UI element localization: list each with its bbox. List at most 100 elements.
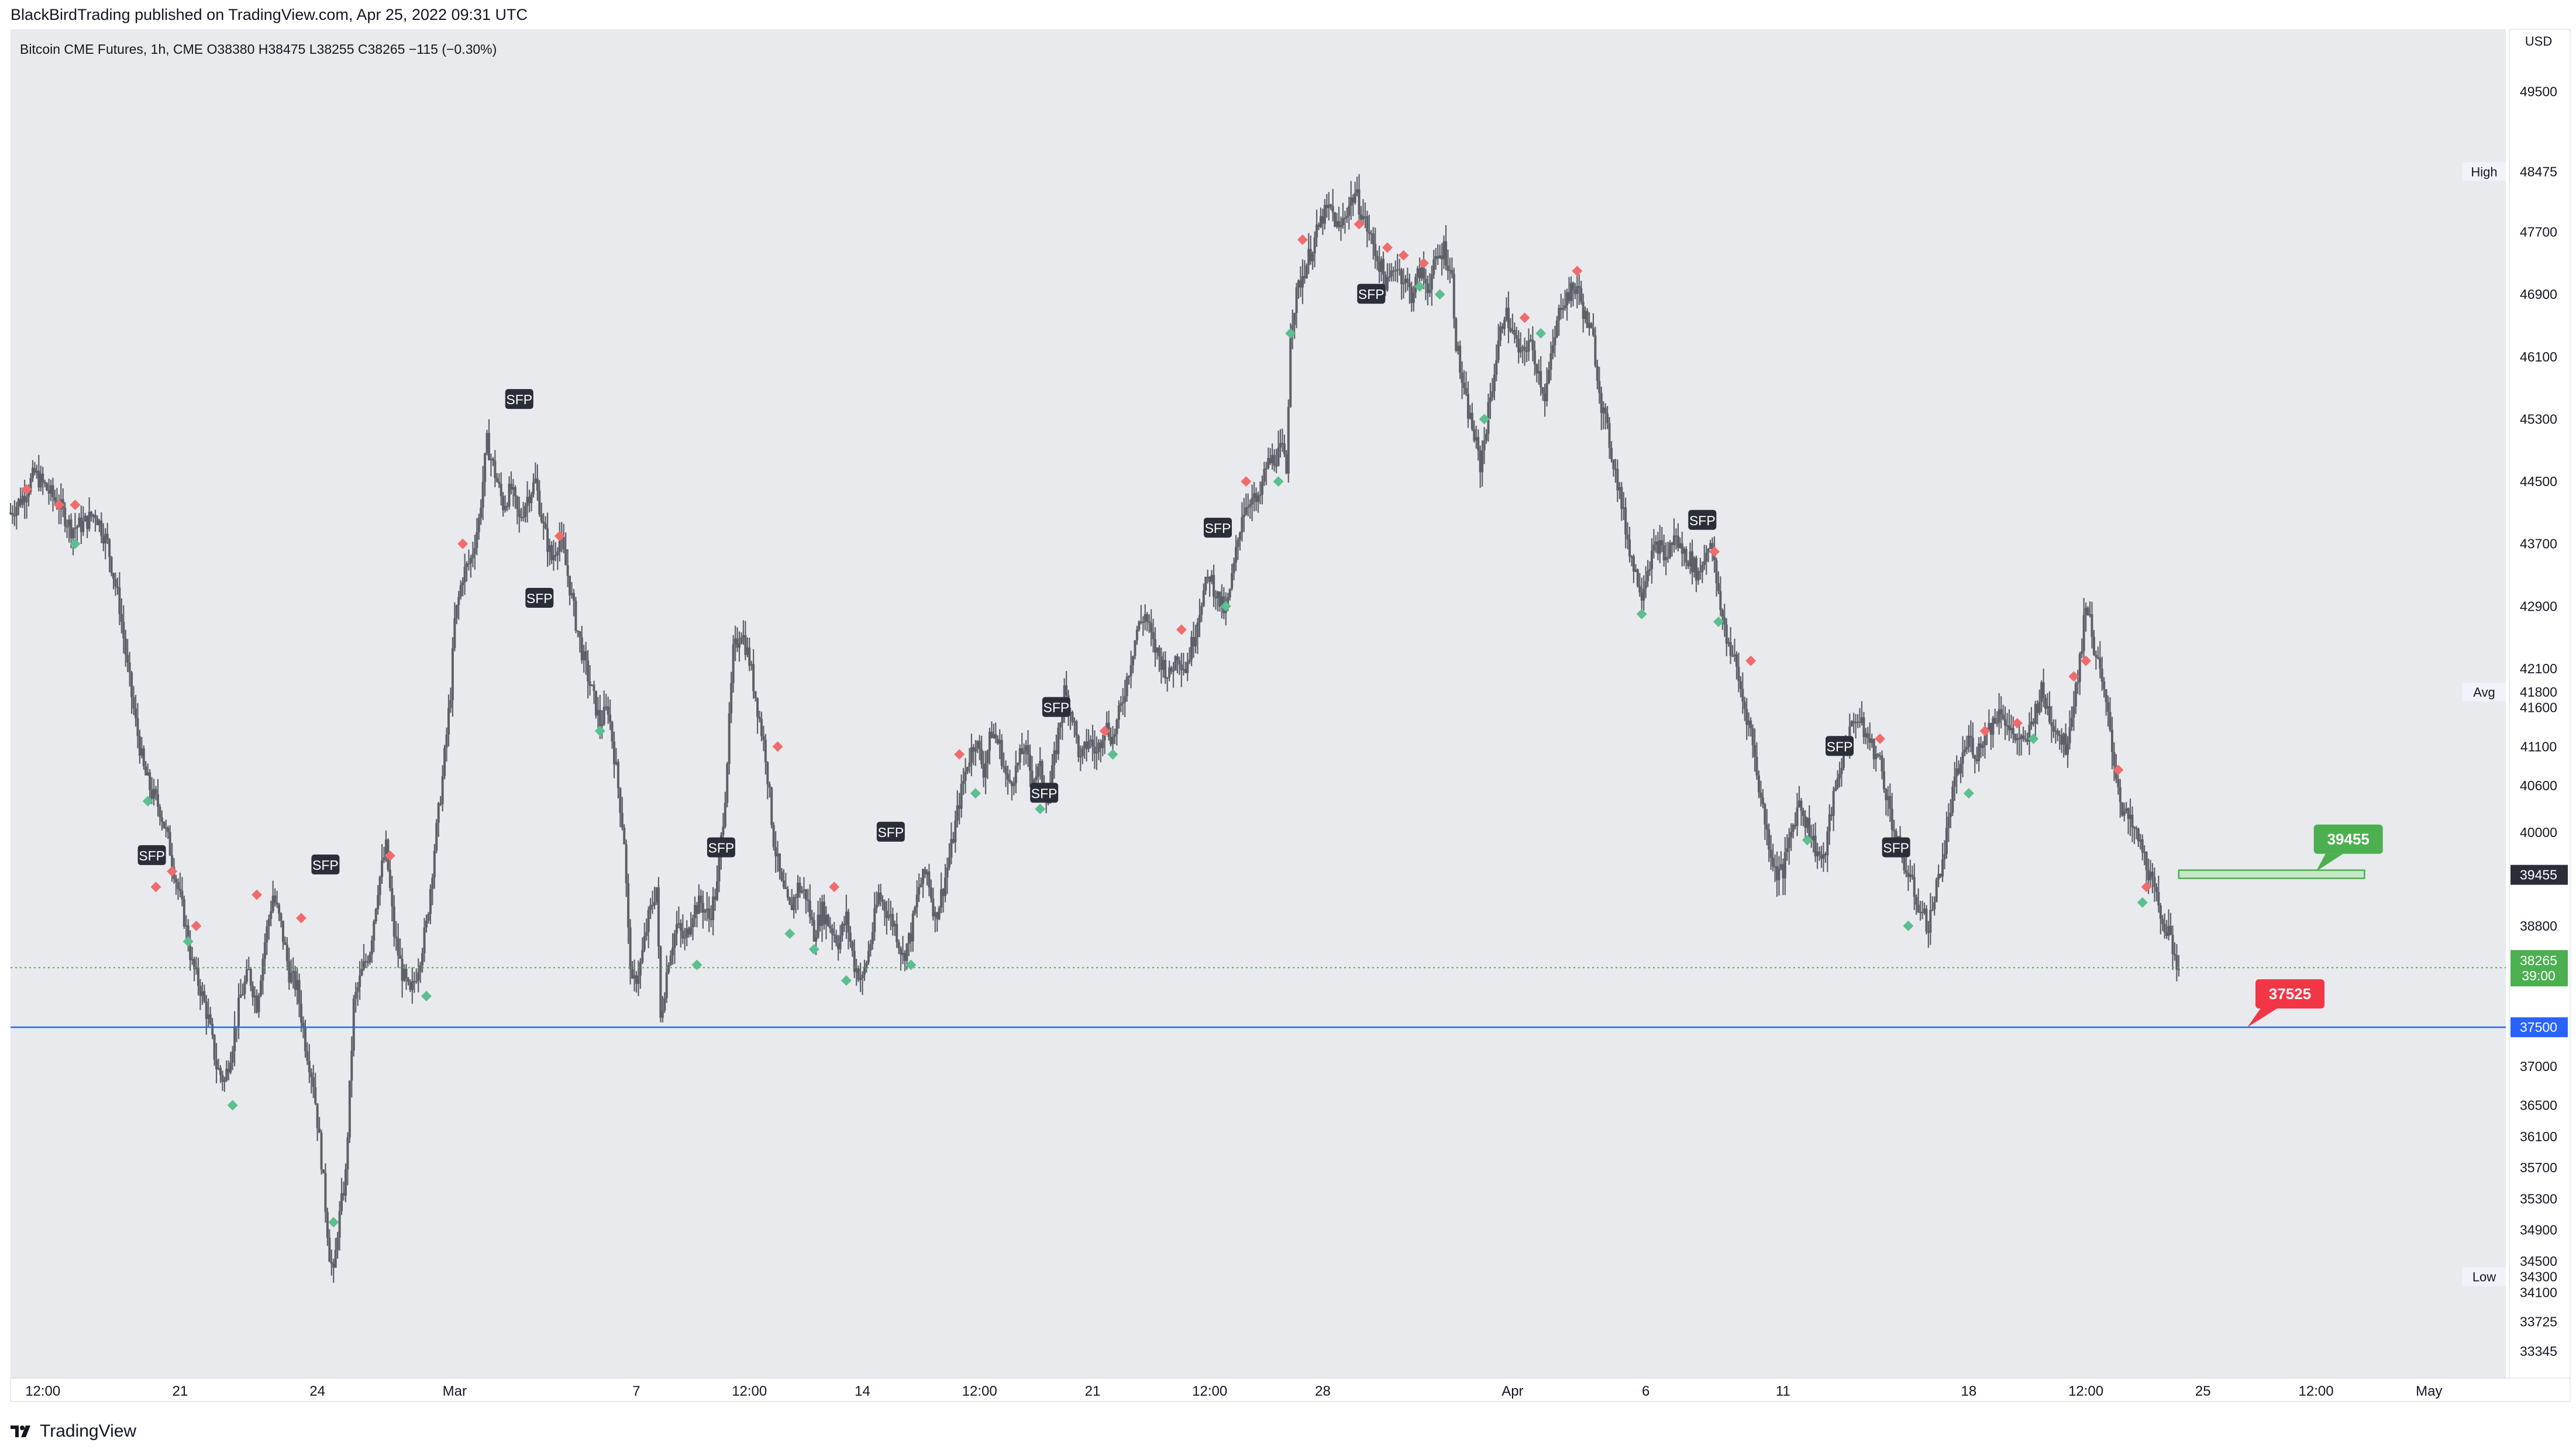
candle-body bbox=[520, 517, 523, 518]
candle-body bbox=[2161, 918, 2164, 924]
sfp-label-box[interactable] bbox=[1357, 284, 1386, 304]
candle-body bbox=[1463, 383, 1466, 388]
candle-body bbox=[2145, 852, 2148, 870]
green-zone[interactable] bbox=[2178, 869, 2365, 879]
candle-body bbox=[1388, 276, 1391, 278]
candle-body bbox=[1606, 414, 1609, 423]
candle-body bbox=[873, 908, 876, 932]
candle-body bbox=[1501, 326, 1504, 329]
price-scale[interactable] bbox=[2509, 29, 2571, 1379]
candle-body bbox=[984, 763, 987, 778]
sell-signal-marker bbox=[1099, 725, 1110, 736]
sfp-label-box[interactable] bbox=[876, 821, 905, 842]
sfp-label-box[interactable] bbox=[1042, 697, 1070, 717]
candle-body bbox=[1172, 670, 1175, 672]
candle-body bbox=[1685, 549, 1688, 563]
sfp-label-box[interactable] bbox=[1882, 837, 1910, 858]
candle-body bbox=[1370, 233, 1373, 235]
candle-body bbox=[1676, 535, 1679, 548]
sfp-label-box[interactable] bbox=[1826, 736, 1854, 756]
candle-body bbox=[1761, 797, 1764, 804]
candle-body bbox=[934, 912, 936, 917]
candle-body bbox=[504, 505, 507, 511]
candle-body bbox=[1875, 754, 1878, 759]
sfp-label-box[interactable] bbox=[525, 588, 554, 608]
candle-body bbox=[2040, 682, 2043, 702]
candle-body bbox=[1273, 455, 1276, 466]
candle-body bbox=[1665, 557, 1668, 560]
sell-signal-marker bbox=[1241, 476, 1252, 487]
candle-body bbox=[82, 521, 85, 532]
candle-body bbox=[1075, 721, 1078, 736]
candle-body bbox=[1537, 371, 1540, 374]
candle-body bbox=[803, 889, 805, 891]
candle-body bbox=[373, 921, 376, 941]
candle-body bbox=[2004, 719, 2007, 726]
candle-body bbox=[1941, 859, 1944, 877]
candle-body bbox=[1287, 407, 1290, 474]
candle-body bbox=[994, 734, 997, 739]
sfp-label-box[interactable] bbox=[1030, 783, 1059, 803]
plot-area[interactable] bbox=[11, 29, 2506, 1378]
sfp-label-box[interactable] bbox=[707, 837, 735, 858]
candle-body bbox=[1554, 337, 1556, 345]
time-tick: Mar bbox=[443, 1383, 467, 1399]
buy-signal-marker bbox=[182, 936, 194, 947]
price-tick: 38800 bbox=[2520, 918, 2557, 934]
time-tick: 12:00 bbox=[2068, 1383, 2103, 1399]
candle-body bbox=[1634, 569, 1637, 572]
candle-body bbox=[1402, 283, 1405, 284]
candle-body bbox=[2050, 722, 2053, 726]
green-callout[interactable] bbox=[2313, 824, 2383, 854]
sfp-label: SFP bbox=[506, 392, 532, 407]
candle-body bbox=[1513, 330, 1516, 335]
candle-body bbox=[431, 877, 434, 889]
candle-body bbox=[1246, 507, 1249, 508]
sfp-label: SFP bbox=[708, 841, 735, 856]
candle-body bbox=[1598, 381, 1601, 393]
candle-body bbox=[779, 853, 781, 872]
candle-body bbox=[518, 509, 521, 517]
sfp-label-box[interactable] bbox=[1203, 518, 1232, 538]
candle-body bbox=[550, 545, 553, 560]
candle-body bbox=[1881, 755, 1883, 772]
candle-body bbox=[1562, 308, 1565, 310]
candle-body bbox=[564, 549, 567, 566]
red-callout[interactable] bbox=[2255, 979, 2325, 1009]
sfp-label-box[interactable] bbox=[311, 854, 340, 874]
candle-body bbox=[544, 523, 547, 529]
tradingview-branding[interactable]: TradingView bbox=[11, 1421, 136, 1441]
candle-body bbox=[104, 533, 107, 544]
candle-body bbox=[1238, 532, 1241, 540]
candle-body bbox=[1824, 853, 1827, 856]
candle-body bbox=[712, 896, 715, 921]
candle-body bbox=[548, 545, 551, 552]
candle-body bbox=[261, 959, 264, 981]
time-scale[interactable] bbox=[10, 1378, 2571, 1402]
sfp-label-box[interactable] bbox=[137, 845, 166, 865]
candle-body bbox=[732, 644, 735, 683]
sfp-label-box[interactable] bbox=[1688, 509, 1717, 530]
candle-body bbox=[1929, 910, 1932, 933]
candle-body bbox=[136, 718, 139, 736]
sfp-label-box[interactable] bbox=[505, 389, 533, 409]
candle-body bbox=[976, 741, 979, 748]
price-tick: 40600 bbox=[2520, 778, 2557, 793]
candle-body bbox=[1057, 727, 1060, 755]
candle-body bbox=[1368, 231, 1370, 233]
price-tick: 35700 bbox=[2520, 1160, 2557, 1175]
candle-body bbox=[790, 904, 793, 910]
candle-body bbox=[1073, 721, 1076, 723]
candle-body bbox=[391, 888, 394, 907]
candle-body bbox=[1285, 454, 1288, 474]
candle-body bbox=[2157, 891, 2160, 905]
candle-body bbox=[1113, 734, 1116, 737]
candle-body bbox=[1158, 648, 1160, 656]
candle-body bbox=[1069, 712, 1072, 714]
candle-body bbox=[1969, 735, 1972, 738]
candle-body bbox=[1135, 629, 1138, 641]
candle-body bbox=[756, 698, 759, 717]
candle-body bbox=[1325, 205, 1328, 208]
candle-body bbox=[1434, 256, 1437, 260]
